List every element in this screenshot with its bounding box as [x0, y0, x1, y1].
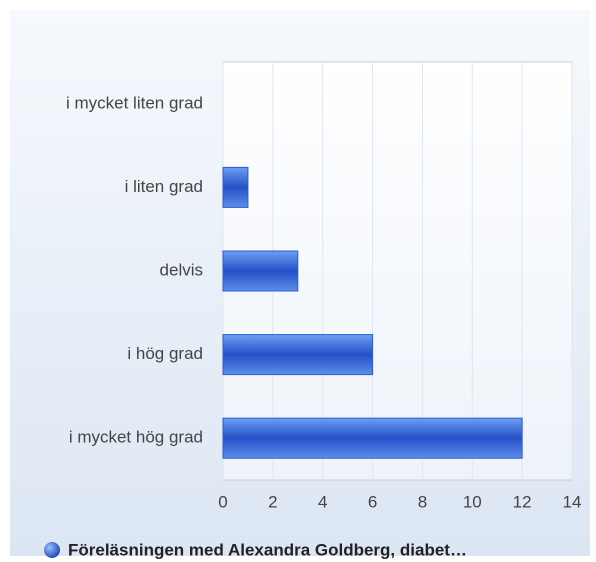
y-tick-label: delvis: [160, 260, 203, 279]
bar: [222, 334, 374, 376]
y-tick-label: i liten grad: [125, 177, 203, 196]
x-tick-label: 14: [563, 492, 582, 511]
x-tick-label: 0: [218, 492, 227, 511]
legend-swatch: [44, 542, 60, 558]
x-tick-label: 4: [318, 492, 327, 511]
bar: [222, 250, 299, 292]
y-tick-label: i hög grad: [127, 344, 203, 363]
x-tick-label: 10: [463, 492, 482, 511]
x-tick-label: 8: [418, 492, 427, 511]
y-tick-label: i mycket liten grad: [66, 93, 203, 112]
x-tick-label: 2: [268, 492, 277, 511]
legend-label: Föreläsningen med Alexandra Goldberg, di…: [68, 540, 467, 559]
x-tick-label: 12: [513, 492, 532, 511]
bar: [222, 417, 523, 459]
y-tick-label: i mycket hög grad: [69, 428, 203, 447]
bar: [222, 166, 249, 208]
x-tick-label: 6: [368, 492, 377, 511]
